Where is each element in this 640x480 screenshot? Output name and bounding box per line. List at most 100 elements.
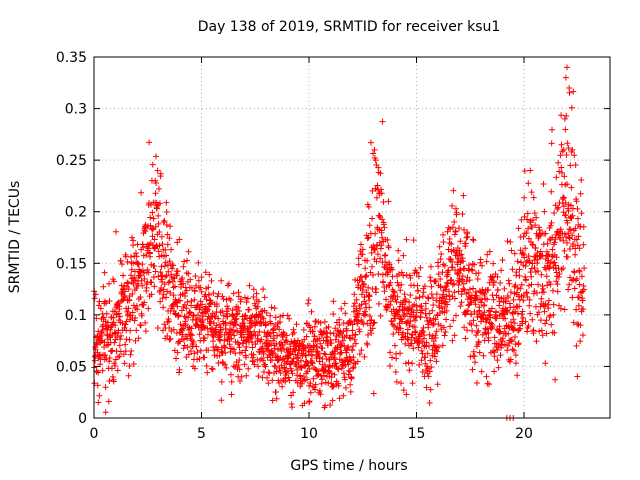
data-point — [375, 300, 382, 307]
data-point — [503, 307, 510, 314]
data-point — [557, 236, 564, 243]
data-point — [488, 305, 495, 312]
data-point — [570, 88, 577, 95]
data-point — [373, 258, 380, 265]
data-point — [174, 268, 181, 275]
data-point — [355, 318, 362, 325]
data-point — [508, 338, 515, 345]
data-point — [306, 348, 313, 355]
data-point — [121, 282, 128, 289]
data-point — [95, 328, 102, 335]
data-point — [198, 274, 205, 281]
data-point — [536, 224, 543, 231]
data-point — [392, 368, 399, 375]
data-point — [199, 301, 206, 308]
data-point — [369, 187, 376, 194]
data-point — [472, 288, 479, 295]
data-point — [398, 281, 405, 288]
data-point — [460, 285, 467, 292]
data-point — [434, 381, 441, 388]
data-point — [371, 246, 378, 253]
data-point — [255, 298, 262, 305]
data-point — [302, 363, 309, 370]
data-point — [155, 185, 162, 192]
data-point — [366, 304, 373, 311]
data-point — [260, 286, 267, 293]
data-point — [469, 260, 476, 267]
data-point — [391, 342, 398, 349]
data-point — [451, 219, 458, 226]
data-point — [351, 291, 358, 298]
data-point — [460, 280, 467, 287]
data-point — [226, 326, 233, 333]
data-point — [526, 296, 533, 303]
data-point — [102, 318, 109, 325]
data-point — [511, 347, 518, 354]
data-point — [324, 330, 331, 337]
data-point — [302, 351, 309, 358]
data-point — [123, 318, 130, 325]
data-point — [132, 314, 139, 321]
data-point — [385, 244, 392, 251]
data-point — [397, 325, 404, 332]
data-point — [268, 340, 275, 347]
data-point — [340, 392, 347, 399]
data-point — [450, 317, 457, 324]
data-point — [473, 332, 480, 339]
data-point — [138, 189, 145, 196]
data-point — [166, 336, 173, 343]
data-point — [158, 233, 165, 240]
data-point — [406, 367, 413, 374]
data-point — [126, 297, 133, 304]
data-point — [507, 356, 514, 363]
data-point — [578, 273, 585, 280]
data-point — [452, 205, 459, 212]
data-point — [401, 291, 408, 298]
data-point — [357, 241, 364, 248]
data-point — [131, 317, 138, 324]
data-point — [464, 327, 471, 334]
data-point — [107, 324, 114, 331]
data-point — [167, 335, 174, 342]
data-point — [553, 278, 560, 285]
data-point — [172, 298, 179, 305]
data-point — [473, 322, 480, 329]
data-point — [481, 302, 488, 309]
data-point — [576, 281, 583, 288]
data-point — [514, 258, 521, 265]
data-point — [184, 298, 191, 305]
data-point — [128, 347, 135, 354]
data-point — [557, 305, 564, 312]
data-point — [441, 332, 448, 339]
data-point — [155, 248, 162, 255]
data-point — [214, 293, 221, 300]
data-point — [369, 263, 376, 270]
data-point — [525, 235, 532, 242]
data-point — [334, 344, 341, 351]
data-point — [547, 312, 554, 319]
data-point — [327, 336, 334, 343]
data-point — [544, 282, 551, 289]
data-point — [260, 357, 267, 364]
data-point — [194, 349, 201, 356]
data-point — [215, 290, 222, 297]
data-point — [531, 264, 538, 271]
data-point — [549, 246, 556, 253]
data-point — [251, 328, 258, 335]
data-point — [524, 328, 531, 335]
data-point — [513, 269, 520, 276]
data-point — [197, 284, 204, 291]
data-point — [230, 346, 237, 353]
data-point — [437, 275, 444, 282]
data-point — [95, 369, 102, 376]
data-point — [109, 347, 116, 354]
data-point — [450, 187, 457, 194]
data-point — [470, 285, 477, 292]
data-point — [145, 305, 152, 312]
data-point — [328, 370, 335, 377]
data-point — [464, 307, 471, 314]
data-point — [180, 336, 187, 343]
data-point — [394, 279, 401, 286]
data-point — [573, 275, 580, 282]
data-point — [466, 286, 473, 293]
